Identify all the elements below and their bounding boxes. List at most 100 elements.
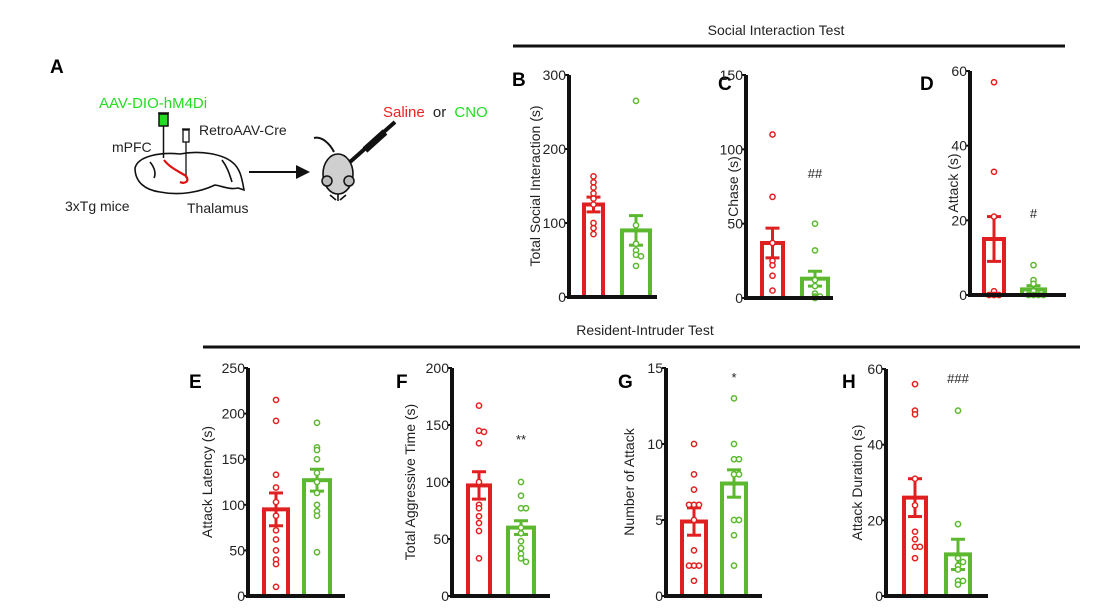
y-tick-label: 100 [720,141,744,157]
brain-icon [134,151,246,195]
chart-panel-h: H Attack Duration (s) 0 20 40 60 ### [842,361,988,604]
data-point-saline [685,501,693,509]
data-point-saline [480,428,488,436]
y-tick-label: 150 [720,67,744,83]
bar-cno [506,525,536,598]
data-point-saline [769,272,776,280]
y-tick-label: 0 [735,290,743,306]
panel-letter: H [842,372,856,393]
panel-letter: C [718,74,732,95]
panel-letter-a: A [50,57,64,78]
data-point-cno [954,520,962,528]
y-tick-label: 20 [951,212,967,228]
data-point-cno [730,440,738,448]
data-point-cno [811,220,819,228]
data-point-saline [272,471,280,479]
syringe-icon [182,128,190,178]
y-axis-label: Total Aggressive Time (s) [402,404,418,560]
panel-a-schematic: A AAV-DIO-hM4Di RetroAAV-Cre mPFC 3xTg m… [50,57,488,216]
data-point-saline [690,577,698,585]
syringe-icon [158,112,169,158]
treatment-or: or [433,104,446,121]
data-point-saline [272,484,280,491]
virus-label-hm4di: AAV-DIO-hM4Di [99,95,207,112]
significance-marker: ** [516,432,526,447]
y-axis-label: Attack Latency (s) [199,426,215,538]
data-point-cno [517,544,525,552]
data-point-cno [313,489,321,497]
y-tick-label: 0 [875,588,883,604]
data-point-cno [959,577,967,585]
data-point-saline [475,504,483,512]
data-point-saline [475,519,483,527]
data-point-saline [911,535,919,543]
data-point-saline [769,261,776,269]
data-point-saline [690,516,698,524]
data-point-cno [811,247,819,254]
data-point-saline [475,402,483,409]
data-point-saline [990,78,998,86]
y-tick-label: 150 [426,417,450,433]
data-point-saline [272,396,280,404]
y-tick-label: 50 [433,531,449,547]
data-point-saline [911,528,919,536]
data-point-saline [272,536,280,543]
bar-cno [302,478,332,598]
chart-panel-c: C Chase (s) 0 50 100 150 ## [718,67,833,306]
panel-letter: B [512,70,526,91]
data-point-cno [954,407,962,414]
data-point-cno [517,524,525,531]
data-point-cno [632,240,640,248]
y-tick-label: 60 [951,63,967,79]
data-point-saline [690,440,698,448]
data-point-saline [769,193,776,201]
y-tick-label: 200 [222,406,246,422]
data-point-saline [911,501,919,509]
data-point-cno [313,512,321,520]
panel-letter: D [920,74,934,95]
data-point-saline [590,184,597,191]
y-tick-label: 0 [441,588,449,604]
data-point-cno [954,554,962,562]
chart-panel-f: F Total Aggressive Time (s) 0 50 100 150 200 ** [396,360,550,604]
data-point-cno [1030,261,1037,269]
y-tick-label: 50 [229,542,245,558]
virus-label-retro: RetroAAV-Cre [199,122,287,138]
data-point-cno [522,504,530,512]
data-point-saline [590,173,597,180]
y-axis-label: Attack (s) [945,153,961,212]
data-point-cno [730,395,738,402]
chart-panel-d: D Attack (s) 0 20 40 60 # [920,63,1066,303]
data-point-saline [916,543,924,551]
data-point-cno [313,446,321,454]
chart-panel-e: E Attack Latency (s) 0 50 100 150 200 250 [189,360,345,604]
data-point-cno [735,471,743,478]
data-point-cno [959,558,967,566]
significance-marker: ## [808,166,823,181]
data-point-cno [632,97,640,105]
data-point-saline [272,560,280,568]
y-tick-label: 300 [543,67,567,83]
data-point-saline [475,439,483,447]
data-point-saline [272,547,280,554]
data-point-saline [769,287,776,294]
y-tick-label: 100 [426,474,450,490]
data-point-saline [590,178,597,186]
y-tick-label: 200 [426,360,450,376]
data-point-cno [517,537,525,545]
mouse-icon [313,136,355,201]
y-tick-label: 40 [951,138,967,154]
data-point-saline [590,201,597,208]
data-point-saline [911,380,919,388]
y-axis-label: Total Social Interaction (s) [527,105,543,266]
data-point-saline [695,501,703,509]
data-point-saline [475,527,483,535]
y-tick-label: 15 [647,360,663,376]
y-tick-label: 20 [867,512,883,528]
data-point-cno [954,581,962,589]
data-point-cno [632,262,640,270]
treatment-cno: CNO [454,104,487,121]
chart-panel-g: G Number of Attack 0 5 10 15 * [618,360,762,604]
